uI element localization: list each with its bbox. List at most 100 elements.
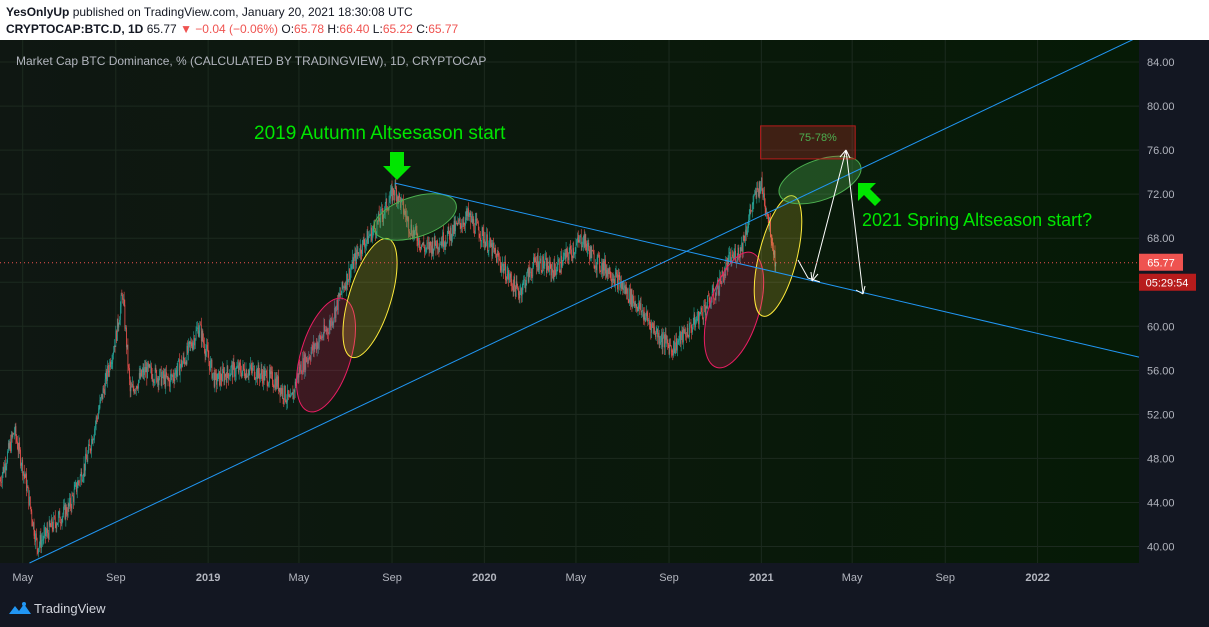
candle-body — [620, 282, 622, 289]
time-axis[interactable]: May Sep 2019 May Sep 2020 May Sep 2021 May Sep 2022 — [12, 572, 1050, 584]
candle-body — [639, 303, 641, 309]
candle-body — [259, 373, 260, 379]
publish-info: published on TradingView.com, January 20… — [72, 5, 413, 19]
candle-body — [413, 229, 415, 236]
candle-body — [775, 262, 777, 267]
candle-body — [412, 234, 413, 239]
candle-body — [96, 417, 98, 419]
candle-body — [676, 342, 678, 351]
symbol-name[interactable]: CRYPTOCAP:BTC.D, 1D — [6, 22, 144, 36]
candle-body — [134, 390, 136, 394]
candle-body — [741, 242, 743, 252]
candle-body — [157, 377, 158, 383]
candle-body — [13, 433, 14, 435]
candle-body — [272, 371, 273, 386]
candle-body — [192, 342, 194, 349]
candle-body — [7, 451, 8, 463]
candle-body — [94, 428, 95, 437]
candle-body — [707, 295, 708, 309]
author-name[interactable]: YesOnlyUp — [6, 5, 70, 19]
candle-body — [150, 366, 151, 368]
candle-body — [665, 333, 667, 340]
candle-body — [604, 259, 606, 271]
candle-body — [117, 318, 119, 328]
arrowhead-up — [839, 149, 851, 159]
candle-body — [439, 244, 441, 250]
candle-body — [435, 244, 437, 249]
countdown-label: 05:29:54 — [1146, 278, 1189, 290]
candle-body — [442, 232, 444, 246]
candle-body — [283, 398, 285, 401]
rally-ellipse-2019 — [342, 237, 398, 359]
candle-body — [684, 332, 686, 334]
y-tick-label: 40.00 — [1147, 541, 1175, 553]
candle-body — [30, 506, 32, 512]
candle-body — [547, 261, 549, 270]
candle-body — [658, 332, 660, 343]
candle-body — [172, 374, 173, 378]
candle-body — [152, 380, 154, 381]
candle-body — [532, 266, 534, 277]
brand-name[interactable]: TradingView — [34, 601, 106, 616]
candle-body — [757, 189, 759, 197]
candle-body — [245, 369, 247, 379]
candle-body — [187, 345, 189, 353]
candle-body — [76, 487, 78, 492]
candle-body — [587, 242, 589, 247]
candle-body — [636, 304, 637, 309]
candle-body — [139, 373, 141, 379]
candle-body — [581, 246, 583, 247]
candle-body — [632, 296, 634, 307]
candle-body — [662, 337, 664, 348]
candle-body — [508, 270, 509, 280]
candle-body — [770, 217, 771, 238]
candle-body — [443, 246, 445, 248]
candle-body — [315, 343, 316, 347]
candle-body — [428, 242, 430, 251]
candle-body — [212, 373, 214, 379]
candle-body — [341, 281, 343, 294]
chart-area[interactable]: 75-78% 2019 Autumn Altsesason start 2021… — [0, 36, 1209, 593]
tradingview-logo-icon[interactable] — [8, 601, 32, 617]
candle-body — [693, 314, 695, 324]
candle-body — [409, 233, 411, 234]
candle-body — [645, 317, 646, 322]
candle-body — [696, 318, 698, 320]
candle-body — [147, 362, 149, 367]
candle-body — [666, 339, 668, 341]
candle-body — [295, 381, 297, 386]
candle-body — [714, 298, 715, 300]
candle-body — [732, 254, 733, 257]
down-arrow-icon: ▼ — [180, 22, 192, 36]
candle-body — [214, 372, 216, 387]
candle-body — [202, 331, 204, 341]
y-tick-label: 76.00 — [1147, 145, 1175, 157]
candle-body — [32, 520, 33, 527]
candle-body — [246, 369, 248, 378]
candle-body — [261, 369, 263, 375]
candle-body — [571, 255, 573, 258]
candle-body — [2, 467, 4, 475]
arrow-down-icon — [383, 152, 411, 180]
candle-body — [583, 236, 584, 245]
candle-body — [345, 285, 347, 290]
candle-body — [349, 268, 350, 280]
candle-body — [438, 248, 440, 250]
candle-body — [570, 246, 571, 250]
x-tick-label: 2020 — [472, 572, 496, 584]
candle-body — [251, 367, 253, 371]
candle-body — [667, 339, 668, 344]
candle-body — [179, 366, 181, 376]
chart-svg[interactable]: 75-78% 2019 Autumn Altsesason start 2021… — [0, 36, 1209, 593]
candle-body — [208, 357, 210, 362]
candle-body — [658, 332, 659, 338]
candle-body — [235, 368, 237, 375]
candle-body — [34, 535, 36, 542]
candle-body — [415, 226, 417, 233]
candle-body — [673, 340, 675, 353]
candle-body — [27, 486, 29, 488]
candle-body — [24, 474, 26, 478]
candle-body — [476, 219, 478, 223]
candle-body — [498, 254, 500, 260]
candle-body — [429, 242, 431, 251]
